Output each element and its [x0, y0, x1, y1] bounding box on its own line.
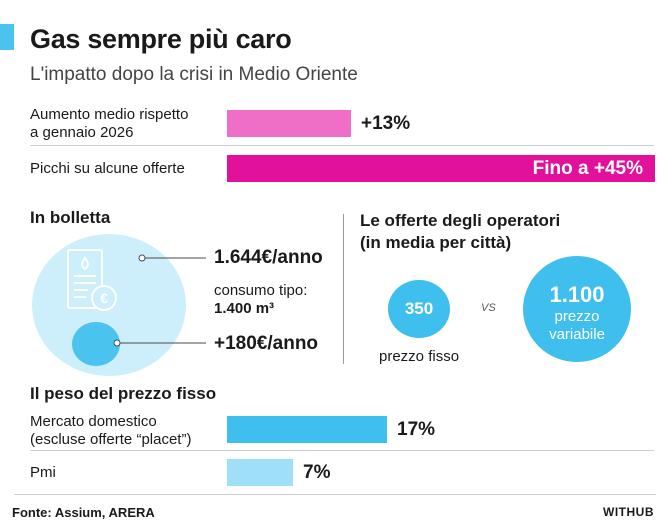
bubble-fisso-value: 350	[404, 299, 434, 318]
value-label-picchi: Fino a +45%	[533, 158, 643, 180]
increase-dot	[72, 322, 120, 366]
bolletta-heading: In bolletta	[30, 208, 111, 227]
bar-aumento	[227, 110, 351, 137]
consumo-value: 1.400 m³	[214, 300, 275, 317]
svg-text:€: €	[100, 290, 108, 306]
footer-divider	[14, 494, 656, 495]
bar-label-line: Mercato domestico	[30, 413, 157, 430]
bubble-variabile-value: 1.100	[549, 282, 605, 307]
bar-label-line: (escluse offerte “placet”)	[30, 431, 192, 448]
value-label-domestico: 17%	[397, 419, 436, 440]
offerte-heading: Le offerte degli operatori (in media per…	[360, 210, 560, 254]
bubble-prezzo-fisso: 350	[388, 280, 450, 338]
bubble-variabile-label: prezzo	[554, 308, 600, 325]
bar-label-domestico: Mercato domestico (escluse offerte “plac…	[30, 413, 191, 449]
bar-picchi	[227, 155, 655, 182]
value-label-aumento: +13%	[361, 113, 411, 134]
bubble-prezzo-variabile: 1.100 prezzo variabile	[523, 256, 631, 362]
vertical-divider	[343, 214, 344, 364]
source-note: Fonte: Assium, ARERA	[12, 505, 155, 520]
bubble-variabile-label: variabile	[549, 326, 605, 343]
accent-bar	[0, 24, 14, 50]
brand-logo: WITHUB	[603, 505, 654, 519]
divider	[30, 450, 654, 451]
annual-increase: +180€/anno	[214, 333, 319, 354]
bill-icon: €	[67, 249, 117, 311]
value-prefix: Fino a	[532, 158, 594, 179]
bar-label-pmi: Pmi	[30, 464, 56, 481]
bar-domestico	[227, 416, 387, 443]
bar-label-aumento: Aumento medio rispetto a gennaio 2026	[30, 106, 188, 142]
value-label-pmi: 7%	[303, 462, 331, 483]
bar-label-line: a gennaio 2026	[30, 124, 134, 141]
bar-label-line: Aumento medio rispetto	[30, 106, 189, 123]
value-number: +45%	[593, 158, 643, 179]
bar-label-picchi: Picchi su alcune offerte	[30, 160, 185, 177]
consumo-label: consumo tipo:	[214, 282, 308, 299]
vs-label: VS	[481, 302, 496, 314]
bar-pmi	[227, 459, 293, 486]
peso-heading: Il peso del prezzo fisso	[30, 384, 217, 403]
page-title: Gas sempre più caro	[30, 24, 292, 54]
offerte-heading-line: Le offerte degli operatori	[360, 211, 561, 230]
annual-cost: 1.644€/anno	[214, 247, 323, 268]
offerte-heading-line: (in media per città)	[360, 233, 512, 252]
page-subtitle: L'impatto dopo la crisi in Medio Oriente	[30, 64, 358, 85]
fisso-label: prezzo fisso	[379, 348, 460, 365]
divider	[30, 145, 654, 146]
